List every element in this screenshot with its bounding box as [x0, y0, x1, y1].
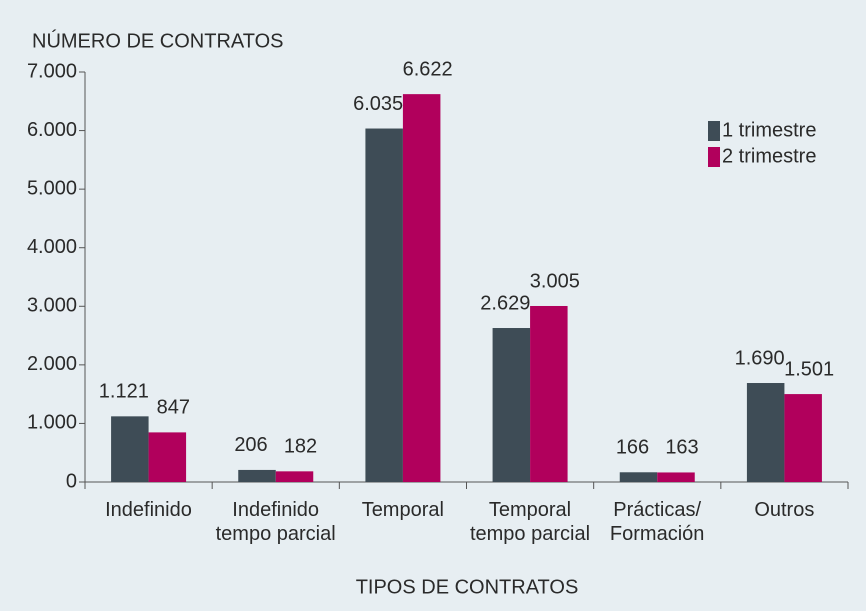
x-tick-label: Prácticas/ Formación — [609, 499, 705, 545]
y-tick-label: 4.000 — [27, 236, 77, 258]
bar — [148, 432, 187, 482]
bar — [238, 469, 276, 482]
x-axis-label: TIPOS DE CONTRATOS — [356, 576, 579, 598]
bar — [365, 128, 403, 482]
y-tick-label: 5.000 — [27, 177, 77, 199]
legend-label: 2 trimestre — [722, 145, 816, 167]
value-label: 1.121 — [99, 381, 149, 403]
y-tick-label: 2.000 — [27, 353, 77, 375]
legend-swatch — [708, 147, 720, 167]
legend-swatch — [708, 121, 720, 141]
value-label: 847 — [157, 397, 190, 419]
chart-title: NÚMERO DE CONTRATOS — [32, 29, 284, 52]
y-tick-label: 0 — [66, 470, 77, 492]
x-tick-label: Indefinido tempo parcial — [215, 499, 336, 545]
x-tick-label: Indefinido — [105, 499, 192, 521]
legend-label: 1 trimestre — [722, 119, 816, 141]
value-label: 6.622 — [403, 58, 453, 80]
bar — [746, 383, 785, 482]
value-label: 182 — [284, 436, 317, 458]
value-label: 3.005 — [530, 270, 580, 292]
value-label: 166 — [616, 437, 649, 459]
bar — [530, 305, 568, 482]
x-tick-label: Temporal tempo parcial — [469, 499, 591, 545]
bar — [619, 472, 658, 482]
bar — [275, 471, 314, 482]
value-label: 163 — [665, 437, 698, 459]
y-tick-label: 6.000 — [27, 119, 77, 141]
bar — [402, 94, 441, 482]
value-label: 6.035 — [353, 93, 403, 115]
bar — [657, 472, 695, 482]
x-tick-label: Temporal — [361, 499, 444, 521]
x-tick-label: Outros — [754, 499, 815, 521]
bar — [492, 328, 531, 482]
y-tick-label: 3.000 — [27, 295, 77, 317]
y-tick-label: 1.000 — [27, 412, 77, 434]
value-label: 2.629 — [480, 292, 530, 314]
y-tick-label: 7.000 — [27, 60, 77, 82]
value-label: 1.501 — [784, 358, 834, 380]
bar — [111, 416, 149, 482]
value-label: 1.690 — [735, 347, 785, 369]
value-label: 206 — [234, 434, 267, 456]
bar — [784, 394, 822, 482]
